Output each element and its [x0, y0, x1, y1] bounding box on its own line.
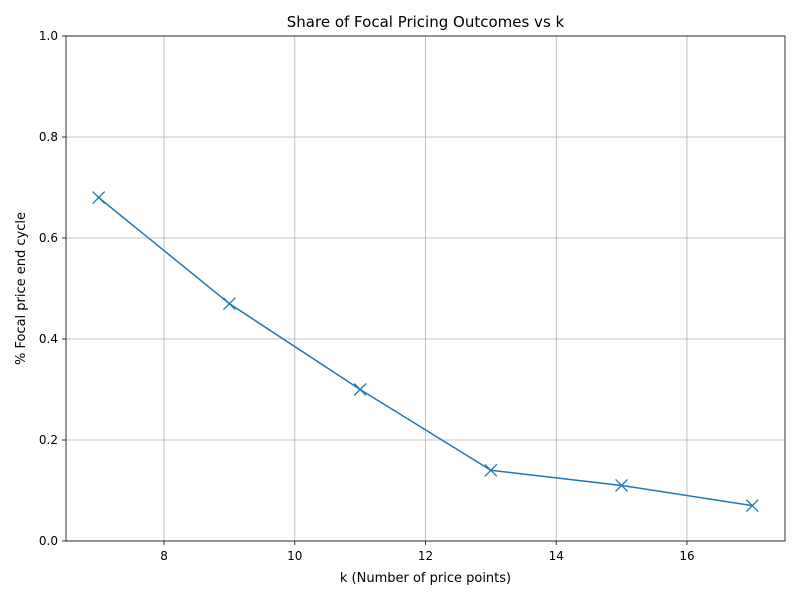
x-tick-label: 16	[679, 549, 694, 563]
data-point	[222, 297, 236, 311]
y-axis: 0.0 0.2 0.4 0.6 0.8 1.0	[39, 29, 66, 548]
y-tick-label: 0.8	[39, 130, 58, 144]
data-point	[745, 499, 759, 513]
x-marker-stroke	[484, 463, 498, 477]
x-tick-label: 10	[287, 549, 302, 563]
x-marker-stroke	[92, 191, 106, 205]
y-axis-label: % Focal price end cycle	[14, 212, 29, 365]
x-tick-label: 8	[160, 549, 168, 563]
series-line	[98, 197, 753, 507]
series-layer	[92, 191, 759, 513]
x-marker-stroke	[353, 383, 367, 396]
grid	[66, 35, 785, 542]
chart-title: Share of Focal Pricing Outcomes vs k	[287, 13, 565, 31]
x-tick-label: 14	[549, 549, 564, 563]
x-marker-stroke	[222, 297, 236, 311]
y-tick-label: 0.2	[39, 433, 58, 447]
y-tick-label: 1.0	[39, 29, 58, 43]
data-point	[615, 478, 629, 492]
data-point	[92, 191, 106, 205]
y-tick-label: 0.4	[39, 332, 58, 346]
x-marker-stroke	[615, 478, 629, 492]
x-axis: 8 10 12 14 16	[160, 541, 695, 563]
data-point	[353, 383, 367, 396]
y-tick-label: 0.6	[39, 231, 58, 245]
x-marker-stroke	[745, 499, 759, 513]
data-point	[484, 463, 498, 477]
x-tick-label: 12	[418, 549, 433, 563]
x-axis-label: k (Number of price points)	[340, 571, 511, 586]
y-tick-label: 0.0	[39, 534, 58, 548]
